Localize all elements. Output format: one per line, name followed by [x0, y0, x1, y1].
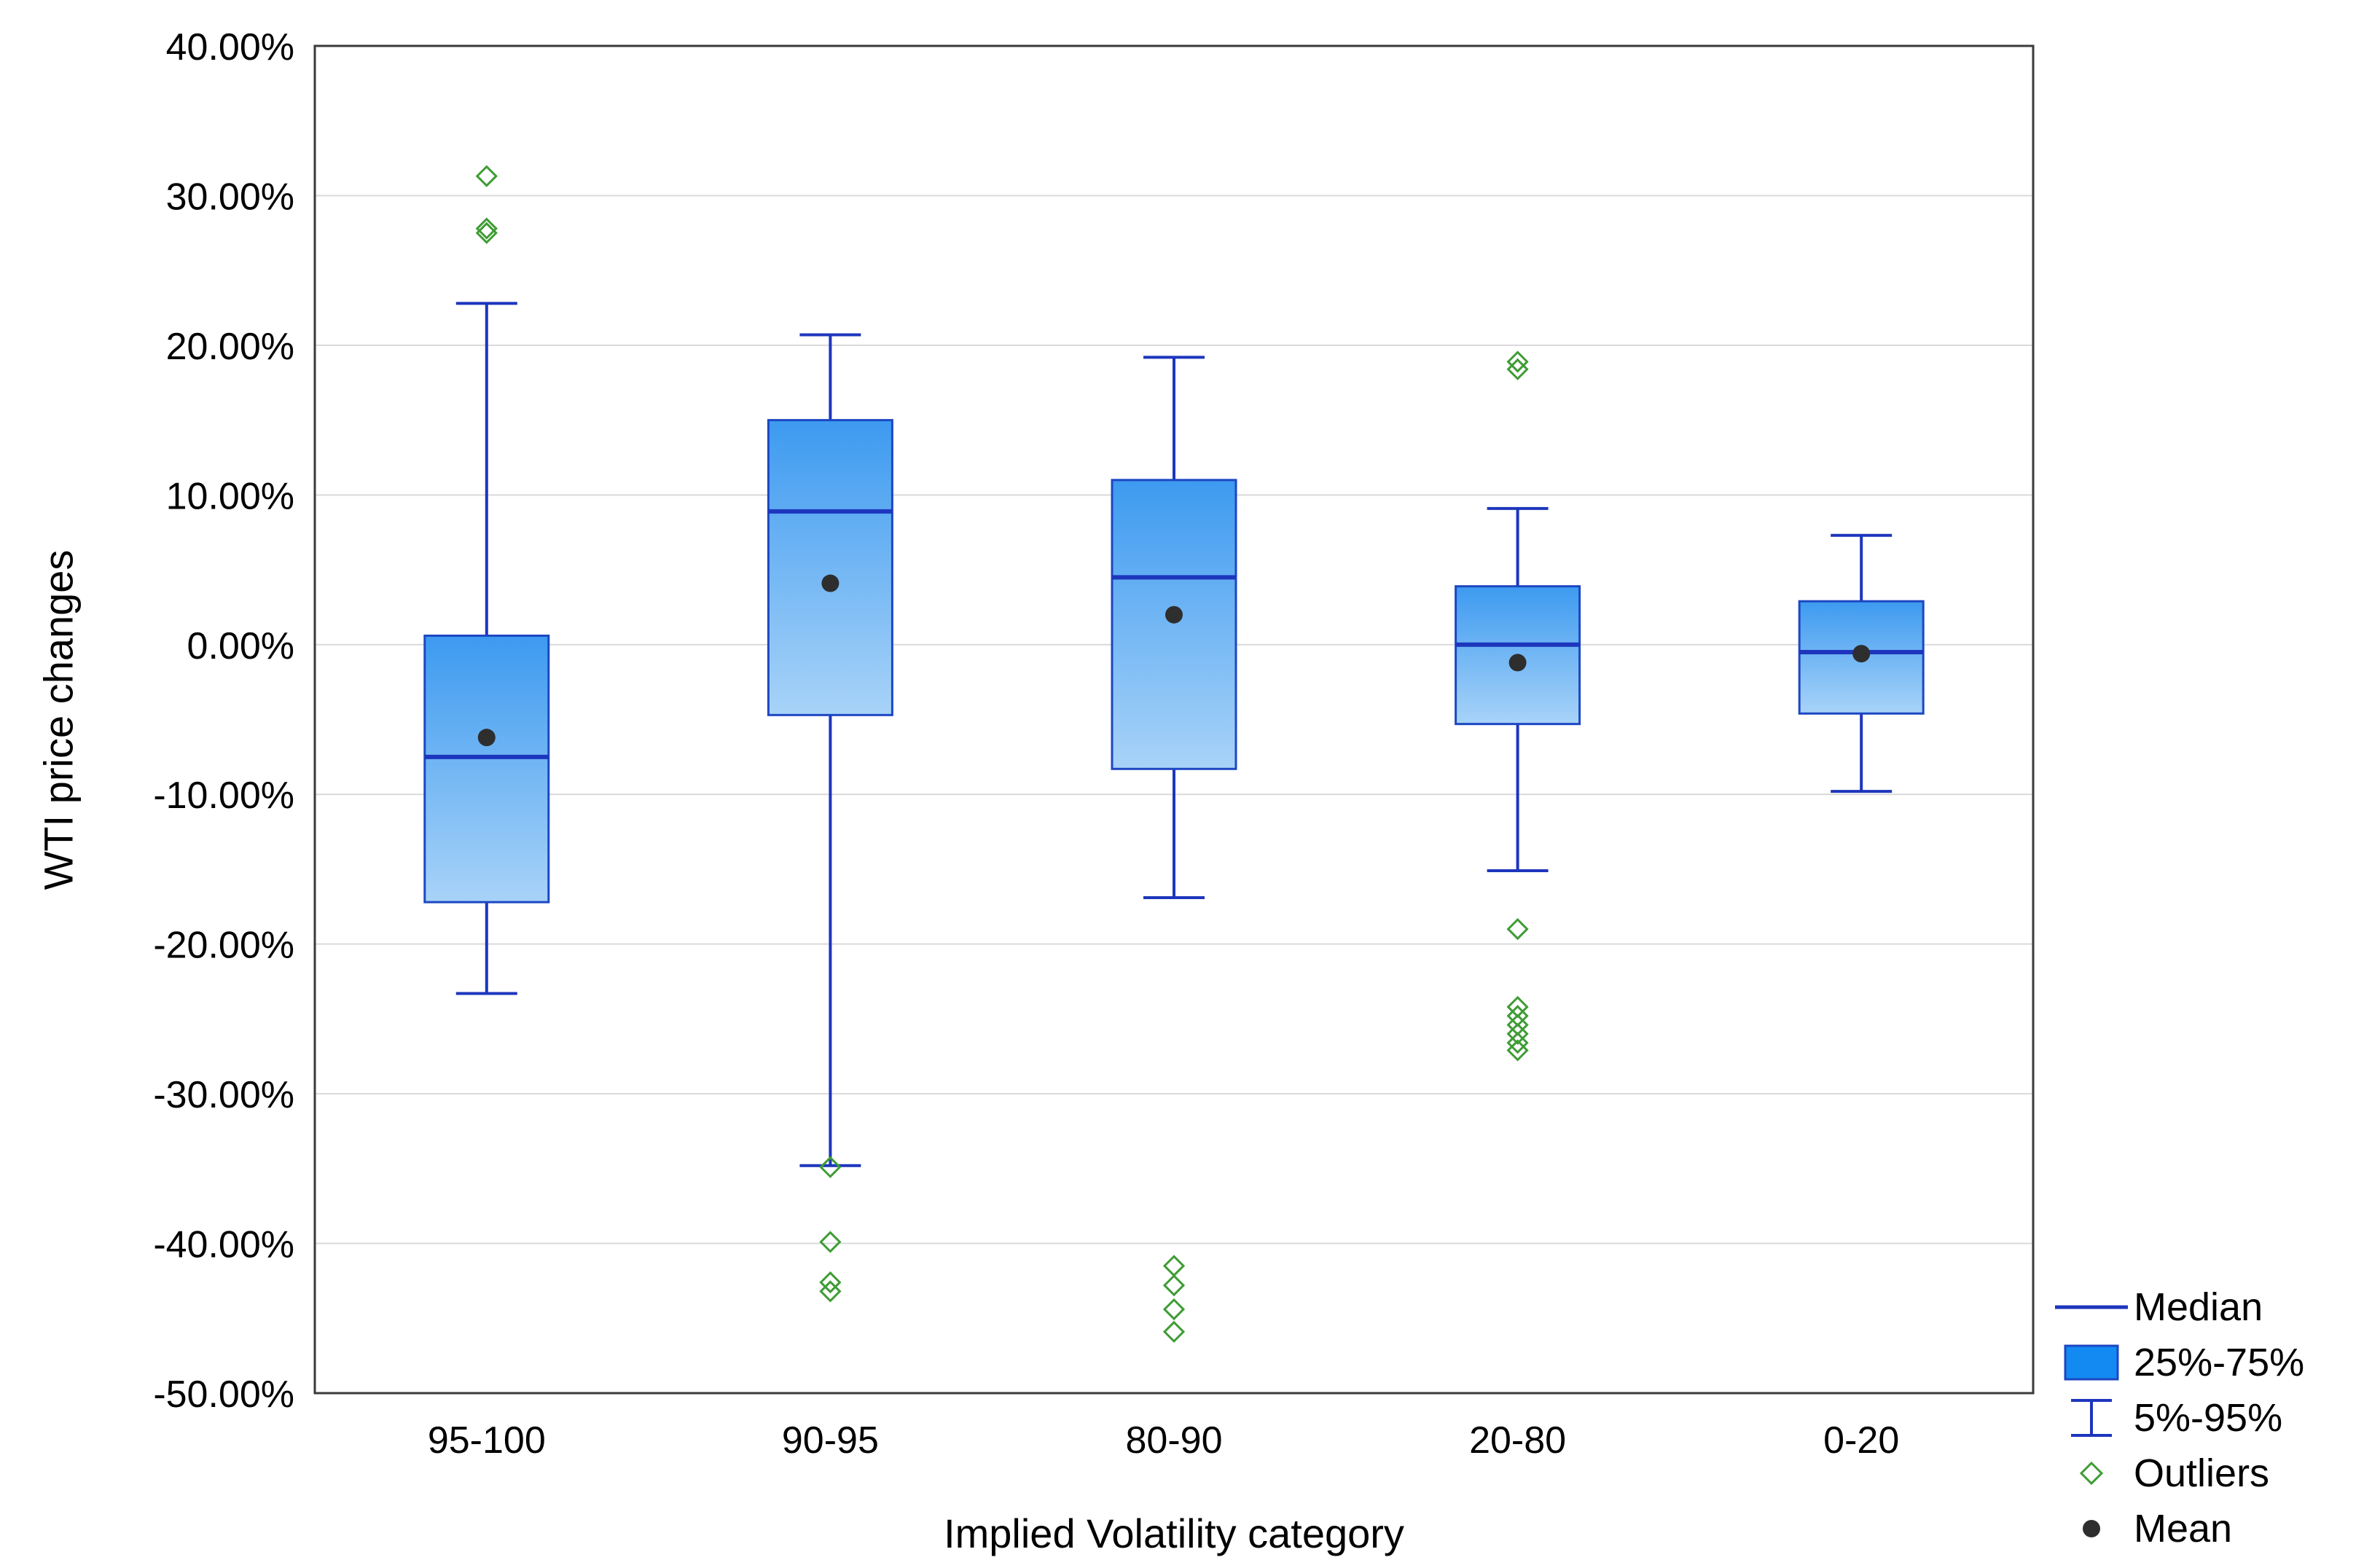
- legend-item-whisker: 5%-95%: [2049, 1390, 2363, 1446]
- legend-item-mean: Mean: [2049, 1501, 2363, 1556]
- legend-label: 5%-95%: [2134, 1396, 2283, 1440]
- svg-text:-30.00%: -30.00%: [153, 1074, 294, 1116]
- svg-text:30.00%: 30.00%: [166, 176, 294, 218]
- x-axis-title: Implied Volatility category: [944, 1510, 1404, 1556]
- svg-text:0.00%: 0.00%: [187, 625, 294, 667]
- legend-label: Median: [2134, 1285, 2263, 1329]
- y-axis-title: WTI price changes: [35, 549, 82, 890]
- mean-dot-glyph: [2049, 1517, 2134, 1540]
- svg-text:95-100: 95-100: [428, 1419, 546, 1462]
- svg-text:10.00%: 10.00%: [166, 475, 294, 517]
- svg-text:-50.00%: -50.00%: [153, 1373, 294, 1416]
- median-line-glyph: [2049, 1296, 2134, 1318]
- outlier-diamond-glyph: [2049, 1459, 2134, 1488]
- svg-text:20-80: 20-80: [1469, 1419, 1566, 1462]
- box-glyph: [2049, 1344, 2134, 1381]
- svg-text:20.00%: 20.00%: [166, 326, 294, 368]
- legend-label: Outliers: [2134, 1451, 2270, 1495]
- svg-text:40.00%: 40.00%: [166, 26, 294, 68]
- legend-item-box: 25%-75%: [2049, 1335, 2363, 1390]
- legend-item-outliers: Outliers: [2049, 1446, 2363, 1501]
- svg-text:0-20: 0-20: [1823, 1419, 1899, 1462]
- svg-text:-40.00%: -40.00%: [153, 1224, 294, 1266]
- legend-label: Mean: [2134, 1507, 2233, 1551]
- legend-item-median: Median: [2049, 1279, 2363, 1335]
- chart-legend: Median 25%-75% 5%-95% Outliers: [2049, 1279, 2363, 1556]
- svg-text:-20.00%: -20.00%: [153, 925, 294, 967]
- svg-text:90-95: 90-95: [782, 1419, 879, 1462]
- svg-text:80-90: 80-90: [1126, 1419, 1223, 1462]
- whisker-glyph: [2049, 1398, 2134, 1438]
- legend-label: 25%-75%: [2134, 1341, 2305, 1384]
- svg-text:-10.00%: -10.00%: [153, 775, 294, 817]
